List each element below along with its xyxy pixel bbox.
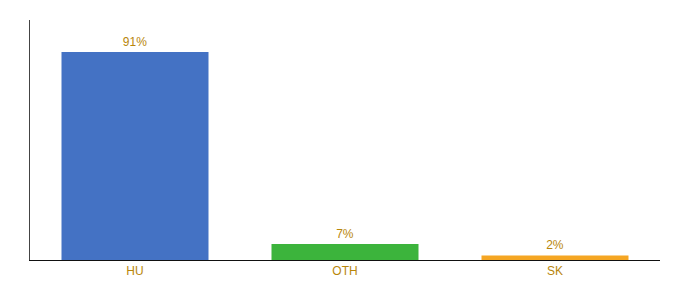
svg-text:SK: SK [547, 264, 563, 278]
svg-text:91%: 91% [123, 35, 147, 49]
svg-text:HU: HU [126, 264, 143, 278]
svg-text:2%: 2% [546, 238, 564, 252]
svg-text:OTH: OTH [332, 264, 357, 278]
svg-text:7%: 7% [336, 227, 354, 241]
